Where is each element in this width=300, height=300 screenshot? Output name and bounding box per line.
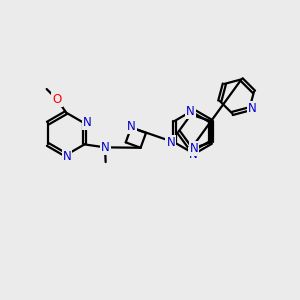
Text: N: N: [63, 150, 71, 163]
Text: O: O: [52, 93, 62, 106]
Text: N: N: [128, 120, 136, 133]
Text: N: N: [190, 142, 198, 155]
Text: N: N: [186, 105, 195, 118]
Text: N: N: [167, 136, 175, 149]
Text: N: N: [248, 102, 257, 116]
Text: N: N: [83, 116, 92, 129]
Text: N: N: [189, 148, 198, 161]
Text: N: N: [101, 141, 110, 154]
